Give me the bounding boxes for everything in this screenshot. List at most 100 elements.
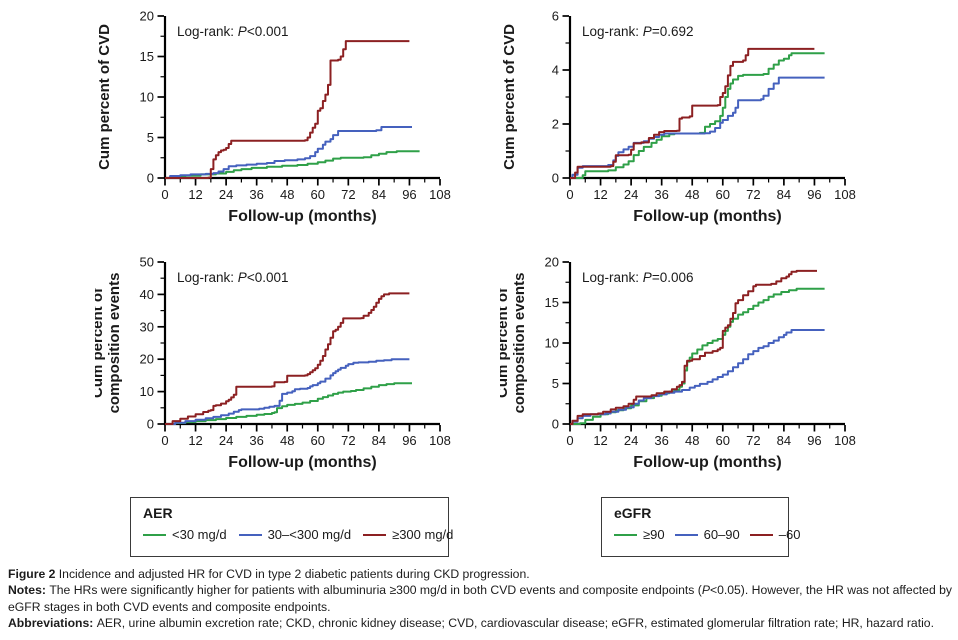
x-tick-label: 0: [161, 187, 168, 202]
caption-text: P: [701, 583, 710, 598]
x-tick-label: 48: [685, 187, 699, 202]
x-tick-label: 12: [593, 433, 607, 448]
y-tick-label: 4: [552, 63, 559, 78]
series-green: [165, 150, 420, 179]
x-tick-label: 60: [311, 433, 325, 448]
x-tick-label: 72: [341, 187, 355, 202]
y-axis-title: Cum percent of CVD: [501, 24, 518, 170]
y-tick-label: 0: [552, 417, 559, 432]
series-blue: [165, 126, 412, 179]
series-red: [165, 40, 410, 179]
y-tick-label: 10: [545, 336, 559, 351]
legend-aer: AER <30 mg/d 30–<300 mg/d ≥300 mg/d: [130, 497, 453, 557]
x-tick-label: 36: [654, 433, 668, 448]
caption-text: AER, urine albumin excretion rate; CKD, …: [96, 616, 934, 631]
caption-label: Figure 2: [8, 567, 59, 581]
green-line-swatch: [143, 533, 166, 536]
log-rank-annotation: Log-rank: P<0.001: [177, 270, 288, 285]
chart-composite-by-egfr: 0 12 24 36 48 60 72 84 96 108 0 5 10 15 20 Cum percent …: [500, 255, 856, 472]
series-green: [570, 52, 825, 179]
legend-aer-items: <30 mg/d 30–<300 mg/d ≥300 mg/d: [143, 527, 453, 542]
caption-line: Abbreviations: AER, urine albumin excret…: [8, 615, 952, 631]
chart-cvd-by-aer: 0 12 24 36 48 60 72 84 96 108 0 5 10 15 20 Cum percent …: [96, 9, 451, 226]
blue-line-swatch: [238, 533, 262, 536]
legend-item: <30 mg/d: [143, 527, 227, 542]
y-tick-label: 5: [552, 376, 559, 391]
x-tick-label: 0: [161, 433, 168, 448]
legend-item: ≥90: [614, 527, 665, 542]
series-green: [570, 287, 825, 425]
x-tick-label: 48: [280, 433, 294, 448]
blue-line-swatch: [674, 533, 698, 536]
x-tick-label: 24: [624, 187, 638, 202]
x-tick-label: 72: [341, 433, 355, 448]
y-axis-title: Cum percent of CVD: [96, 24, 113, 170]
x-tick-label: 96: [402, 187, 416, 202]
x-tick-label: 12: [188, 433, 202, 448]
caption-label: Notes:: [8, 583, 50, 598]
series-blue: [570, 76, 825, 179]
x-tick-label: 0: [566, 187, 573, 202]
legend-item: 30–<300 mg/d: [238, 527, 352, 542]
y-tick-label: 40: [140, 287, 154, 302]
x-tick-label: 96: [807, 187, 821, 202]
legend-item-label: 30–<300 mg/d: [267, 527, 352, 542]
y-tick-label: 15: [545, 295, 559, 310]
y-tick-label: 15: [140, 49, 154, 64]
x-tick-label: 84: [777, 187, 791, 202]
caption-text: <0.05). However, the HR was not affected…: [8, 583, 953, 614]
x-tick-label: 0: [566, 433, 573, 448]
legend-egfr-items: ≥90 60–90 –60: [614, 527, 800, 542]
caption-label: Abbreviations:: [8, 616, 97, 631]
y-axis-title: Cum percent of: [500, 287, 511, 398]
legend-item-label: ≥90: [643, 527, 665, 542]
y-axis-title: Cum percent of: [95, 287, 106, 398]
y-tick-label: 10: [140, 90, 154, 105]
y-tick-label: 2: [552, 117, 559, 132]
green-line-swatch: [614, 533, 637, 536]
x-tick-label: 84: [372, 433, 386, 448]
series-blue: [165, 358, 410, 425]
x-tick-label: 12: [593, 187, 607, 202]
legend-aer-title: AER: [143, 505, 173, 521]
legend-item: ≥300 mg/d: [363, 527, 453, 542]
legend-item-label: ≥300 mg/d: [392, 527, 454, 542]
legend-item: 60–90: [674, 527, 740, 542]
y-tick-label: 20: [140, 352, 154, 367]
x-tick-label: 12: [188, 187, 202, 202]
figure-caption: Figure 2 Incidence and adjusted HR for C…: [8, 566, 952, 632]
y-tick-label: 6: [552, 9, 559, 24]
axis-lines: [163, 262, 440, 426]
x-tick-label: 108: [834, 433, 856, 448]
x-tick-label: 24: [624, 433, 638, 448]
x-axis-title: Follow-up (months): [228, 208, 376, 225]
x-tick-label: 60: [716, 187, 730, 202]
x-tick-label: 96: [807, 433, 821, 448]
y-tick-label: 0: [552, 171, 559, 186]
legend-item-label: –60: [778, 527, 801, 542]
x-tick-label: 60: [716, 433, 730, 448]
series-red: [570, 269, 817, 425]
y-axis-title: composition events: [511, 273, 528, 414]
x-axis-title: Follow-up (months): [228, 454, 376, 471]
x-tick-label: 48: [280, 187, 294, 202]
y-tick-label: 30: [140, 319, 154, 334]
series-red: [570, 47, 815, 179]
series-blue: [570, 329, 825, 425]
x-tick-label: 108: [834, 187, 856, 202]
x-tick-label: 36: [249, 433, 263, 448]
y-tick-label: 50: [140, 255, 154, 270]
x-tick-label: 108: [429, 433, 451, 448]
log-rank-annotation: Log-rank: P=0.692: [582, 24, 693, 39]
x-tick-label: 96: [402, 433, 416, 448]
y-tick-label: 20: [545, 255, 559, 270]
y-tick-label: 5: [147, 130, 154, 145]
legend-item: –60: [749, 527, 801, 542]
log-rank-annotation: Log-rank: P=0.006: [582, 270, 693, 285]
y-tick-label: 0: [147, 417, 154, 432]
log-rank-annotation: Log-rank: P<0.001: [177, 24, 288, 39]
legend-egfr: eGFR ≥90 60–90 –60: [601, 497, 800, 557]
x-tick-label: 24: [219, 433, 233, 448]
axis-lines: [568, 16, 845, 180]
